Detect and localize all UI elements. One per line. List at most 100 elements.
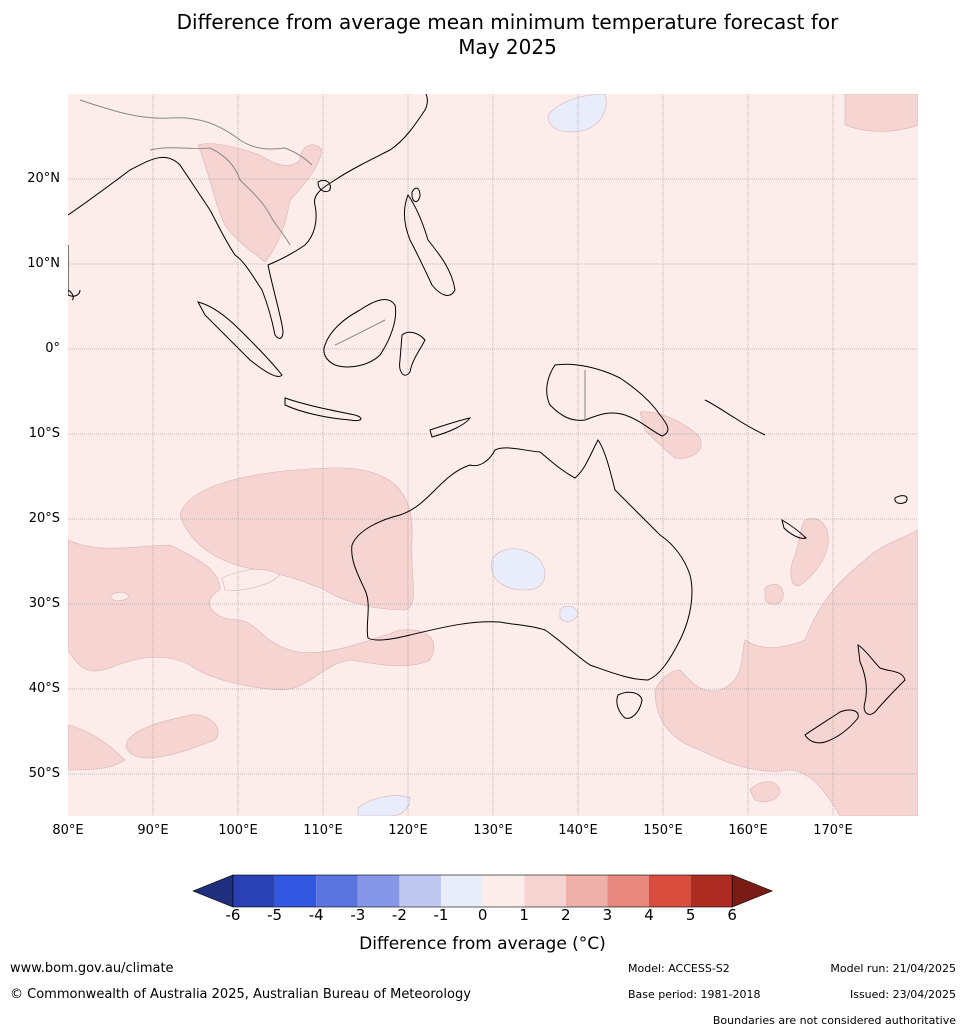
tasmania-coastline [616, 691, 643, 719]
model-run-date: Model run: 21/04/2025 [830, 962, 956, 975]
colorbar-swatch [482, 875, 525, 907]
colorbar-extend-low [192, 874, 234, 908]
lon-label: 150°E [643, 823, 683, 838]
anomaly-region-far-south-1 [126, 714, 219, 759]
anomaly-region-indochina [197, 143, 323, 263]
anomaly-region-north-pacific [844, 94, 918, 132]
lon-label: 160°E [728, 823, 768, 838]
indochina-borders [149, 147, 291, 246]
nz-north-island-coastline [857, 644, 906, 715]
colorbar-tick-label: -1 [433, 906, 449, 924]
base-period: Base period: 1981-2018 [628, 988, 761, 1001]
colorbar-tick-label: 6 [727, 906, 737, 924]
anomaly-region-south-indian [68, 539, 435, 691]
asia-mainland-coastline [68, 94, 428, 339]
issued-date: Issued: 23/04/2025 [849, 988, 956, 1001]
lat-label: 30°S [28, 596, 60, 611]
colorbar-tick-label: 1 [519, 906, 529, 924]
lat-label: 10°N [27, 256, 60, 271]
lon-label: 170°E [813, 823, 853, 838]
anomaly-region-central-aus [491, 548, 546, 591]
colorbar-tick-label: -3 [350, 906, 366, 924]
solomon-islands-coastline [704, 399, 766, 436]
colorbar-swatch [524, 875, 566, 907]
colorbar-swatch [399, 875, 441, 907]
model-name: Model: ACCESS-S2 [628, 962, 730, 975]
colorbar-swatch [690, 875, 733, 907]
anomaly-region-south-nz [749, 781, 781, 803]
lat-label: 40°S [28, 681, 60, 696]
graticule [68, 94, 918, 816]
australia-coastline [351, 439, 693, 681]
colorbar-swatch [649, 875, 691, 907]
colorbar-extend-high [731, 874, 774, 908]
anomaly-region-southern-ocean [357, 795, 411, 816]
colorbar-tick-label: 0 [477, 906, 488, 924]
lat-label: 20°S [28, 511, 60, 526]
colorbar-tick-label: -5 [267, 906, 283, 924]
lon-label: 80°E [52, 823, 84, 838]
colorbar [192, 874, 774, 908]
anomaly-region-lord-howe [764, 583, 784, 605]
copyright: © Commonwealth of Australia 2025, Austra… [10, 987, 471, 1002]
anomaly-region-pacific-north [547, 94, 607, 133]
philippines-coastline [403, 193, 456, 296]
india-coastline [68, 245, 81, 297]
colorbar-tick-label: 3 [602, 906, 613, 924]
java-coastline [284, 397, 362, 421]
borneo-border [334, 319, 386, 346]
site-url[interactable]: www.bom.gov.au/climate [10, 961, 174, 976]
new-caledonia-coastline [781, 518, 807, 539]
colorbar-tick-label: 5 [685, 906, 696, 924]
fiji-coastline [894, 495, 908, 504]
colorbar-tick-label: -2 [391, 906, 407, 924]
coastlines [68, 94, 908, 744]
anomaly-region-nsw [559, 605, 579, 622]
sri-lanka-coastline [68, 289, 74, 301]
hainan-coastline [317, 179, 331, 193]
colorbar-frame [232, 874, 733, 908]
lon-label: 110°E [303, 823, 343, 838]
anomaly-region-indian-spot [109, 592, 129, 602]
title-line-1: Difference from average mean minimum tem… [176, 10, 839, 34]
sulawesi-coastline [399, 331, 426, 376]
borneo-coastline [323, 299, 397, 368]
timor-coastline [429, 417, 472, 438]
lon-label: 100°E [218, 823, 258, 838]
colorbar-tick-label: -6 [225, 906, 241, 924]
new-guinea-coastline [546, 363, 669, 437]
colorbar-swatch [565, 875, 608, 907]
sumatra-coastline [197, 301, 283, 377]
colorbar-tick-label: -4 [308, 906, 324, 924]
lat-label: 0° [45, 341, 60, 356]
nz-south-island-coastline [804, 709, 859, 744]
colorbar-swatch [316, 875, 358, 907]
lon-label: 140°E [558, 823, 598, 838]
lon-label: 120°E [388, 823, 428, 838]
colorbar-label: Difference from average (°C) [359, 934, 606, 954]
anomaly-region-tasman [654, 529, 918, 816]
political-boundaries [79, 99, 586, 420]
colorbar-swatch [607, 875, 649, 907]
lon-label: 130°E [473, 823, 513, 838]
chart-title: Difference from average mean minimum tem… [0, 10, 965, 60]
colorbar-swatch [441, 875, 483, 907]
title-line-2: May 2025 [458, 35, 557, 59]
anomaly-shading [68, 94, 918, 816]
boundaries-disclaimer: Boundaries are not considered authoritat… [712, 1014, 956, 1027]
lat-label: 50°S [28, 766, 60, 781]
anomaly-region-east-aus [790, 518, 829, 587]
lon-label: 90°E [137, 823, 169, 838]
colorbar-swatch [274, 875, 317, 907]
lat-label: 20°N [27, 171, 60, 186]
taiwan-coastline [411, 187, 421, 203]
colorbar-swatch [357, 875, 400, 907]
colorbar-tick-label: 4 [644, 906, 654, 924]
anomaly-region-png [639, 411, 702, 459]
china-southern-border [79, 99, 313, 166]
lat-label: 10°S [28, 426, 60, 441]
colorbar-tick-label: 2 [561, 906, 571, 924]
anomaly-region-far-south-2 [68, 724, 126, 771]
colorbar-swatch [233, 875, 275, 907]
